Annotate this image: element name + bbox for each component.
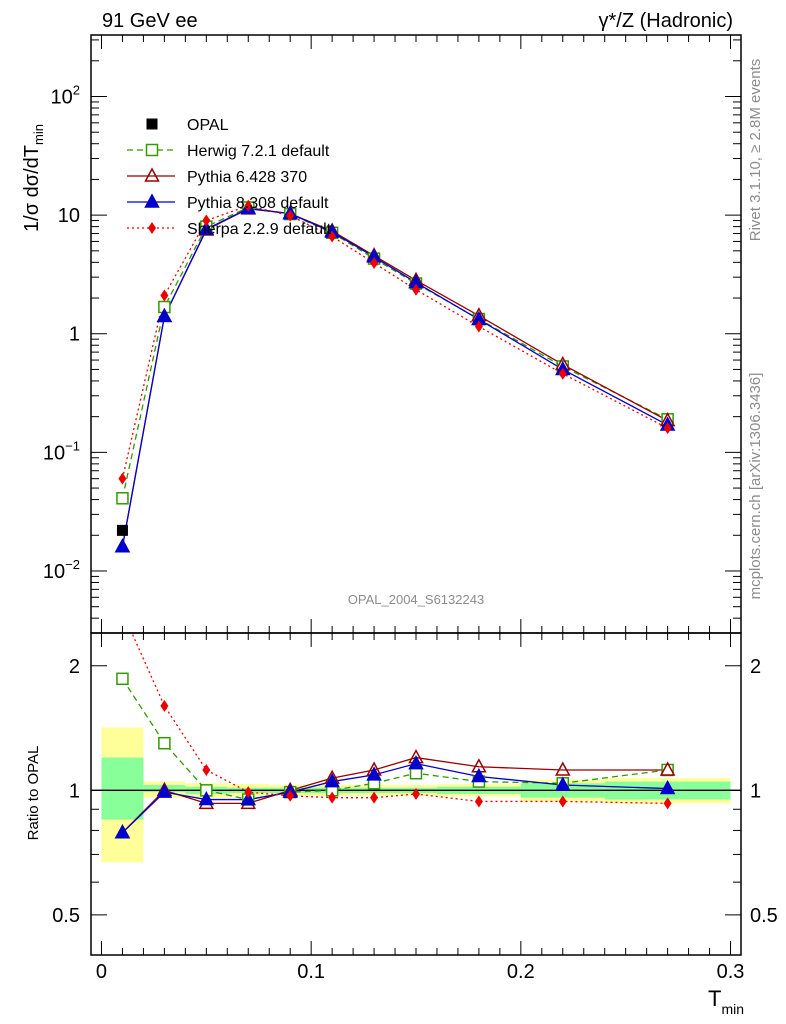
- main-point-sherpa-2-2-9-default: [244, 199, 253, 212]
- x-tick-label: 0.1: [297, 961, 325, 983]
- main-point-pythia-8-308-default: [156, 307, 173, 323]
- legend-marker-sherpa-2-2-9-default: [148, 222, 156, 234]
- y-tick-label: 10: [58, 205, 80, 227]
- legend-label-opal: OPAL: [187, 117, 229, 134]
- legend-label-pythia-8-308-default: Pythia 8.308 default: [187, 195, 329, 212]
- main-point-sherpa-2-2-9-default: [370, 256, 379, 269]
- main-line-sherpa-2-2-9-default: [121, 205, 668, 479]
- legend-marker-pythia-8-308-default: [144, 193, 160, 208]
- header-left: 91 GeV ee: [102, 10, 198, 32]
- main-point-sherpa-2-2-9-default: [474, 320, 483, 333]
- axis-ticks: [91, 35, 741, 955]
- main-line-herwig-7-2-1-default: [121, 206, 668, 499]
- x-axis-title: Tmin: [708, 986, 744, 1017]
- ratio-point-sherpa-2-2-9-default: [286, 789, 295, 802]
- y-tick-label: 1: [69, 324, 80, 346]
- ratio-point-pythia-8-308-default: [366, 766, 382, 781]
- main-point-pythia-8-308-default: [198, 220, 215, 236]
- main-point-herwig-7-2-1-default: [116, 492, 129, 505]
- main-point-opal: [116, 524, 128, 536]
- main-y-axis-title: 1/σ dσ/dTmin: [21, 124, 46, 232]
- ratio-y-tick-label: 1: [69, 780, 80, 802]
- ratio-point-sherpa-2-2-9-default: [202, 763, 211, 776]
- ratio-point-sherpa-2-2-9-default: [370, 791, 379, 804]
- mcplots-site-label: mcplots.cern.ch [arXiv:1306.3436]: [747, 373, 764, 600]
- main-point-pythia-8-308-default: [114, 538, 131, 553]
- main-point-sherpa-2-2-9-default: [412, 283, 420, 296]
- legend-marker-herwig-7-2-1-default: [145, 143, 159, 157]
- ratio-point-sherpa-2-2-9-default: [474, 795, 483, 808]
- ratio-point-sherpa-2-2-9-default: [328, 791, 337, 804]
- main-point-sherpa-2-2-9-default: [663, 422, 672, 435]
- legend-label-sherpa-2-2-9-default: Sherpa 2.2.9 default: [187, 221, 332, 238]
- ratio-y-axis-title: Ratio to OPAL: [25, 746, 42, 841]
- main-point-sherpa-2-2-9-default: [328, 230, 337, 243]
- stat-uncertainty-band: [101, 757, 144, 820]
- legend-marker-pythia-6-428-370: [144, 167, 160, 182]
- analysis-id-label: OPAL_2004_S6132243: [348, 592, 484, 607]
- main-series-lines: [121, 205, 668, 547]
- ratio-line-sherpa-2-2-9-default: [131, 633, 668, 805]
- ratio-point-pythia-8-308-default: [324, 772, 340, 788]
- y-tick-label: 102: [51, 83, 80, 109]
- ratio-point-sherpa-2-2-9-default: [244, 786, 253, 799]
- main-point-sherpa-2-2-9-default: [118, 472, 127, 485]
- ratio-point-pythia-8-308-default: [471, 767, 487, 783]
- ratio-point-sherpa-2-2-9-default: [412, 787, 420, 800]
- ratio-point-herwig-7-2-1-default: [158, 736, 171, 750]
- header-right: γ*/Z (Hadronic): [599, 10, 733, 32]
- legend-label-herwig-7-2-1-default: Herwig 7.2.1 default: [187, 143, 330, 160]
- y-tick-label: 10−2: [43, 557, 80, 583]
- ratio-point-pythia-8-308-default: [156, 783, 173, 798]
- ratio-point-sherpa-2-2-9-default: [558, 795, 567, 808]
- main-point-sherpa-2-2-9-default: [558, 367, 567, 380]
- ratio-point-pythia-8-308-default: [555, 776, 571, 791]
- main-series-markers: [114, 199, 676, 553]
- ratio-y-tick-label-right: 1: [750, 780, 761, 802]
- ratio-point-herwig-7-2-1-default: [116, 672, 129, 686]
- ratio-y-tick-label-right: 2: [750, 656, 761, 678]
- ratio-line-herwig-7-2-1-default: [121, 678, 668, 801]
- main-point-sherpa-2-2-9-default: [286, 209, 295, 222]
- y-tick-label: 10−1: [43, 438, 80, 464]
- ratio-y-tick-label: 0.5: [52, 905, 80, 927]
- ratio-y-tick-label: 2: [69, 656, 80, 678]
- x-tick-label: 0: [96, 961, 107, 983]
- ratio-point-pythia-8-308-default: [659, 779, 676, 795]
- tick-labels: 0 0.1 0.2 0.3 10−2 10−1 1 10 102 0.5 0.5 1 1 2 2: [43, 83, 778, 983]
- rivet-version-label: Rivet 3.1.10, ≥ 2.8M events: [747, 59, 764, 242]
- ratio-point-pythia-8-308-default: [114, 824, 131, 839]
- ratio-point-sherpa-2-2-9-default: [663, 797, 672, 810]
- ratio-point-pythia-8-308-default: [408, 755, 424, 770]
- x-tick-label: 0.2: [507, 961, 535, 983]
- ratio-point-pythia-8-308-default: [198, 790, 215, 806]
- ratio-point-sherpa-2-2-9-default: [160, 699, 169, 712]
- legend-label-pythia-6-428-370: Pythia 6.428 370: [187, 169, 307, 186]
- legend-marker-opal: [146, 118, 158, 130]
- ratio-series-markers: [114, 672, 676, 839]
- ratio-point-pythia-6-428-370: [659, 761, 676, 776]
- main-point-sherpa-2-2-9-default: [202, 214, 211, 227]
- ratio-point-pythia-8-308-default: [240, 790, 257, 806]
- x-tick-label: 0.3: [717, 961, 745, 983]
- legend: OPAL Herwig 7.2.1 default Pythia 6.428 370…: [127, 117, 332, 238]
- main-point-sherpa-2-2-9-default: [160, 289, 169, 302]
- ratio-point-pythia-6-428-370: [555, 761, 571, 776]
- ratio-y-tick-label-right: 0.5: [750, 905, 778, 927]
